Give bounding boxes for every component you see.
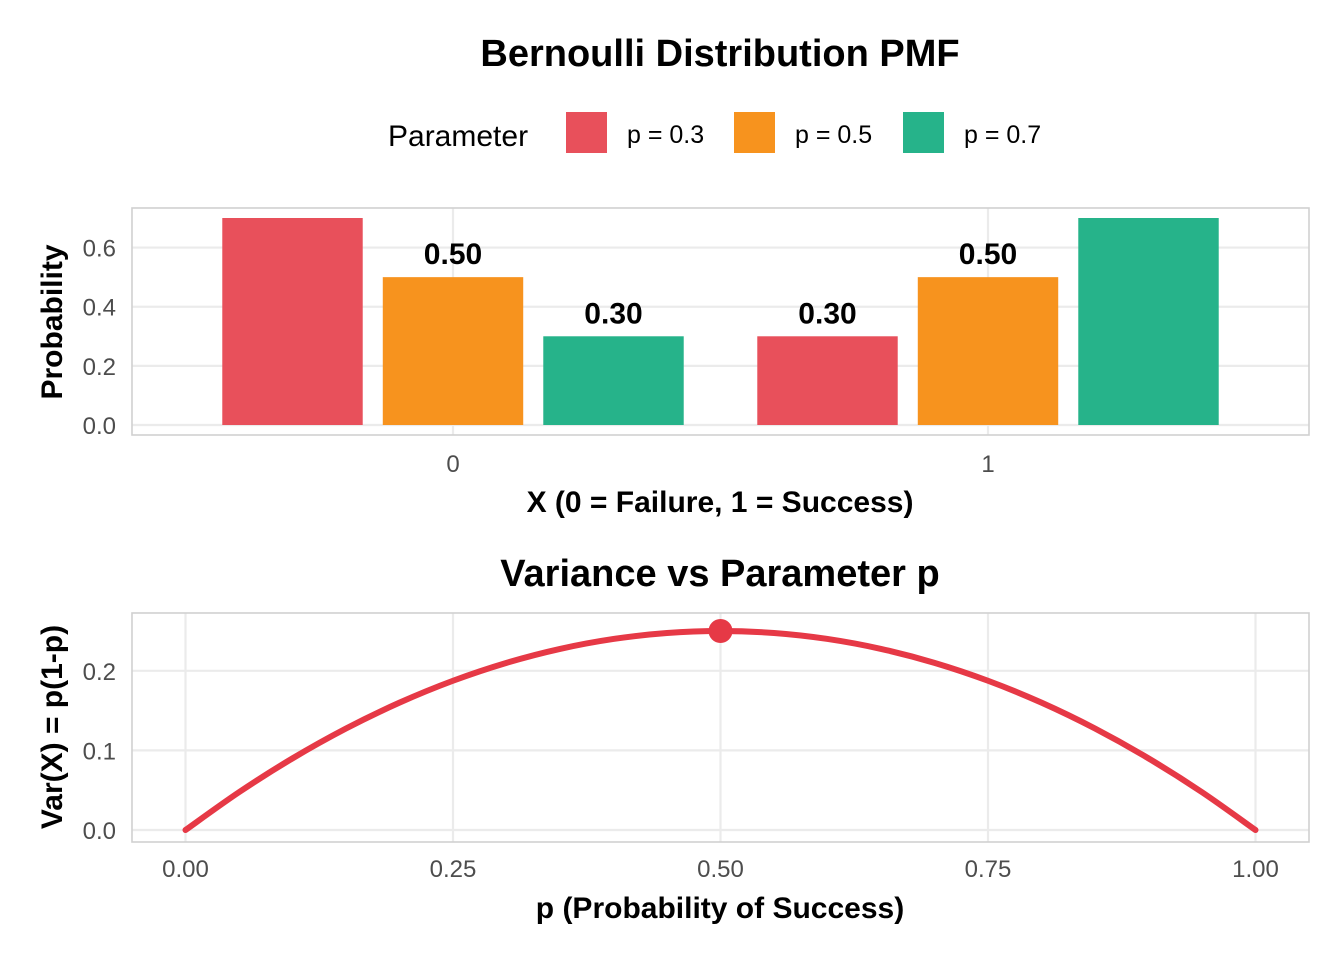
- variance-x-tick-label: 0.25: [430, 856, 477, 883]
- variance-x-tick-label: 0.00: [162, 856, 209, 883]
- variance-y-tick-labels: 0.0 0.1 0.2: [83, 659, 116, 845]
- pmf-bar-label: 0.50: [959, 238, 1017, 271]
- pmf-legend: Parameter p = 0.3 p = 0.5 p = 0.7: [388, 112, 1041, 153]
- max-variance-point: [708, 619, 733, 643]
- variance-x-tick-label: 1.00: [1232, 856, 1279, 883]
- pmf-y-tick-label: 0.0: [83, 413, 116, 440]
- pmf-bar: [1078, 218, 1219, 425]
- pmf-x-tick-label: 0: [446, 451, 459, 478]
- variance-chart: Variance vs Parameter p 0.00.10.2 0.00 0.…: [36, 553, 1310, 925]
- legend-label: p = 0.3: [627, 121, 704, 149]
- pmf-bar: [222, 218, 363, 425]
- variance-x-tick-labels: 0.00 0.25 0.50 0.75 1.00: [162, 856, 1279, 883]
- pmf-bar: [917, 277, 1059, 425]
- variance-y-tick-label: 0.0: [83, 818, 116, 845]
- pmf-bar: [382, 277, 524, 425]
- pmf-y-tick-label: 0.6: [83, 236, 116, 263]
- pmf-x-tick-label: 1: [981, 451, 994, 478]
- variance-y-axis-title: Var(X) = p(1-p): [36, 625, 69, 829]
- pmf-bar-labels: 0.30 0.50 0.50 0.30: [424, 238, 1017, 330]
- pmf-chart-title: Bernoulli Distribution PMF: [480, 33, 959, 75]
- pmf-y-tick-label: 0.2: [83, 354, 116, 381]
- pmf-bars: [222, 218, 1219, 425]
- legend-label: p = 0.5: [795, 121, 872, 149]
- legend-label: p = 0.7: [964, 121, 1041, 149]
- pmf-chart: Bernoulli Distribution PMF Parameter p =…: [36, 33, 1310, 519]
- pmf-panel-border: [131, 207, 1310, 436]
- variance-y-tick-label: 0.2: [83, 659, 116, 686]
- pmf-y-axis-title: Probability: [36, 244, 69, 399]
- legend-swatch: [903, 112, 944, 153]
- pmf-bar-label: 0.50: [424, 238, 482, 271]
- legend-title: Parameter: [388, 120, 528, 153]
- variance-chart-title: Variance vs Parameter p: [500, 553, 939, 595]
- pmf-bar: [543, 336, 684, 425]
- legend-swatch: [734, 112, 775, 153]
- legend-swatch: [566, 112, 607, 153]
- pmf-x-axis-title: X (0 = Failure, 1 = Success): [527, 486, 914, 519]
- pmf-bar-label: 0.30: [798, 297, 856, 330]
- pmf-y-tick-labels: 0.0 0.2 0.4 0.6: [83, 236, 116, 440]
- variance-y-tick-label: 0.1: [83, 738, 116, 765]
- variance-x-axis-title: p (Probability of Success): [536, 892, 904, 925]
- variance-x-tick-label: 0.50: [697, 856, 744, 883]
- pmf-bar: [757, 336, 898, 425]
- variance-panel-border: [131, 612, 1310, 843]
- pmf-bar-label: 0.30: [584, 297, 642, 330]
- pmf-y-tick-label: 0.4: [83, 295, 116, 322]
- variance-gridlines: [132, 613, 1309, 842]
- variance-x-tick-label: 0.75: [965, 856, 1012, 883]
